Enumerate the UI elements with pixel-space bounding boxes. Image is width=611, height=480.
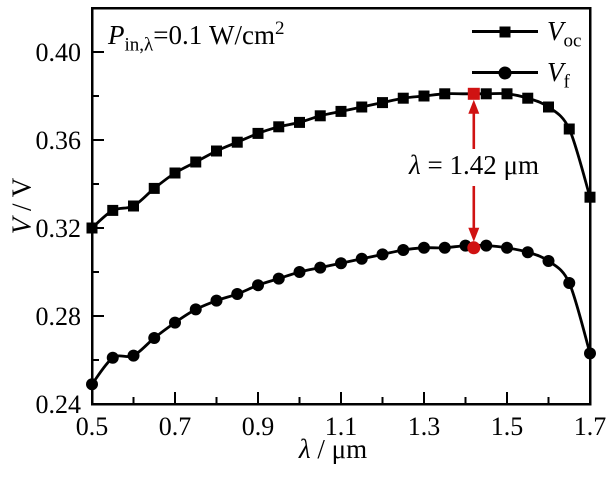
- circle-marker: [293, 266, 306, 278]
- square-marker: [314, 110, 326, 122]
- circle-marker: [231, 288, 244, 300]
- square-marker: [211, 145, 222, 157]
- y-tick-label: 0.40: [36, 38, 82, 67]
- x-tick-label: 0.9: [242, 412, 275, 441]
- circle-marker: [501, 241, 513, 254]
- lambda-value: = 1.42 μm: [420, 150, 539, 180]
- circle-marker: [418, 241, 430, 254]
- square-marker: [418, 90, 430, 102]
- y-separator: /: [6, 197, 37, 218]
- circle-marker: [542, 255, 555, 267]
- square-marker: [252, 127, 264, 139]
- x-tick-label: 0.5: [76, 412, 109, 441]
- voc-highlight-marker: [467, 87, 480, 100]
- arrow-head-up: [468, 99, 480, 114]
- square-marker: [563, 123, 575, 135]
- x-tick-label: 1.1: [325, 412, 358, 441]
- circle-marker: [438, 241, 451, 254]
- plot-frame: [90, 6, 592, 406]
- x-axis-label: λ / μm: [299, 434, 367, 465]
- square-marker: [335, 105, 347, 117]
- vf-symbol: V: [547, 57, 564, 87]
- vf-subscript: f: [563, 71, 570, 93]
- circle-marker: [127, 349, 140, 362]
- power-symbol: P: [108, 20, 125, 50]
- voc-symbol: V: [547, 16, 564, 46]
- square-marker: [107, 204, 119, 216]
- x-tick-label: 1.3: [408, 412, 441, 441]
- x-tick-label: 1.5: [491, 412, 524, 441]
- y-tick-label: 0.36: [36, 126, 82, 155]
- power-value: =0.1 W/cm: [153, 20, 275, 50]
- y-tick-label: 0.32: [36, 214, 82, 243]
- series-v_f: [86, 239, 596, 391]
- vf-line-sample: [472, 66, 538, 79]
- voc-line-sample: [472, 26, 538, 37]
- square-marker: [294, 116, 305, 128]
- series-v_oc: [86, 88, 596, 234]
- circle-marker: [106, 351, 119, 364]
- legend-label-voc: Voc: [547, 16, 581, 51]
- circle-marker: [210, 294, 223, 307]
- circle-marker: [397, 244, 410, 256]
- legend: Voc Vf: [472, 11, 581, 93]
- legend-item-voc: Voc: [472, 11, 581, 52]
- circle-marker: [335, 257, 347, 270]
- y-tick-label: 0.24: [36, 390, 82, 419]
- axis-ticks: [91, 51, 591, 405]
- circle-marker: [314, 261, 327, 274]
- square-marker: [273, 121, 285, 133]
- circle-marker: [189, 303, 202, 316]
- square-marker: [543, 101, 554, 113]
- square-marker: [128, 200, 139, 212]
- y-tick-label: 0.28: [36, 302, 82, 331]
- y-variable: V: [6, 217, 37, 235]
- square-marker: [397, 92, 409, 104]
- square-marker: [148, 182, 160, 194]
- square-marker: [231, 136, 243, 148]
- circle-marker: [148, 332, 161, 344]
- vf-highlight-marker: [467, 241, 481, 255]
- x-separator: /: [310, 434, 332, 464]
- vf-circle-marker-icon: [498, 66, 512, 79]
- square-marker: [377, 97, 388, 109]
- square-marker: [169, 167, 181, 179]
- circle-marker: [252, 279, 264, 292]
- circle-marker: [355, 252, 368, 265]
- voc-subscript: oc: [563, 30, 582, 52]
- voc-square-marker-icon: [499, 26, 511, 37]
- x-variable: λ: [298, 434, 311, 464]
- power-subscript: in,λ: [124, 34, 154, 56]
- circle-marker: [376, 248, 389, 261]
- circle-marker: [563, 277, 576, 289]
- x-unit: μm: [331, 434, 368, 464]
- x-tick-label: 1.7: [574, 412, 607, 441]
- power-exponent: 2: [274, 18, 285, 39]
- wavelength-arrow: [468, 99, 480, 242]
- circle-marker: [169, 316, 181, 329]
- square-marker: [522, 92, 534, 104]
- lambda-symbol: λ: [409, 150, 421, 180]
- circle-marker: [521, 246, 534, 259]
- y-axis-label: V / V: [7, 178, 38, 235]
- square-marker: [480, 88, 492, 100]
- square-marker: [439, 88, 451, 100]
- square-marker: [190, 156, 202, 168]
- tick-labels: 0.5 0.7 0.9 1.1 1.3 1.5 1.7 0.24 0.28 0.32 0.36 0.4…: [36, 38, 607, 441]
- y-unit: V: [6, 177, 37, 198]
- highlight-markers: [467, 87, 481, 255]
- circle-marker: [480, 239, 493, 252]
- wavelength-annotation: λ = 1.42 μm: [409, 150, 539, 181]
- circle-marker: [272, 272, 285, 285]
- legend-label-vf: Vf: [547, 57, 570, 92]
- arrow-head-down: [468, 227, 480, 242]
- square-marker: [501, 88, 513, 100]
- legend-item-vf: Vf: [472, 52, 581, 93]
- incident-power-annotation: Pin,λ=0.1 W/cm2: [108, 18, 285, 54]
- square-marker: [356, 101, 368, 113]
- x-tick-label: 0.7: [159, 412, 192, 441]
